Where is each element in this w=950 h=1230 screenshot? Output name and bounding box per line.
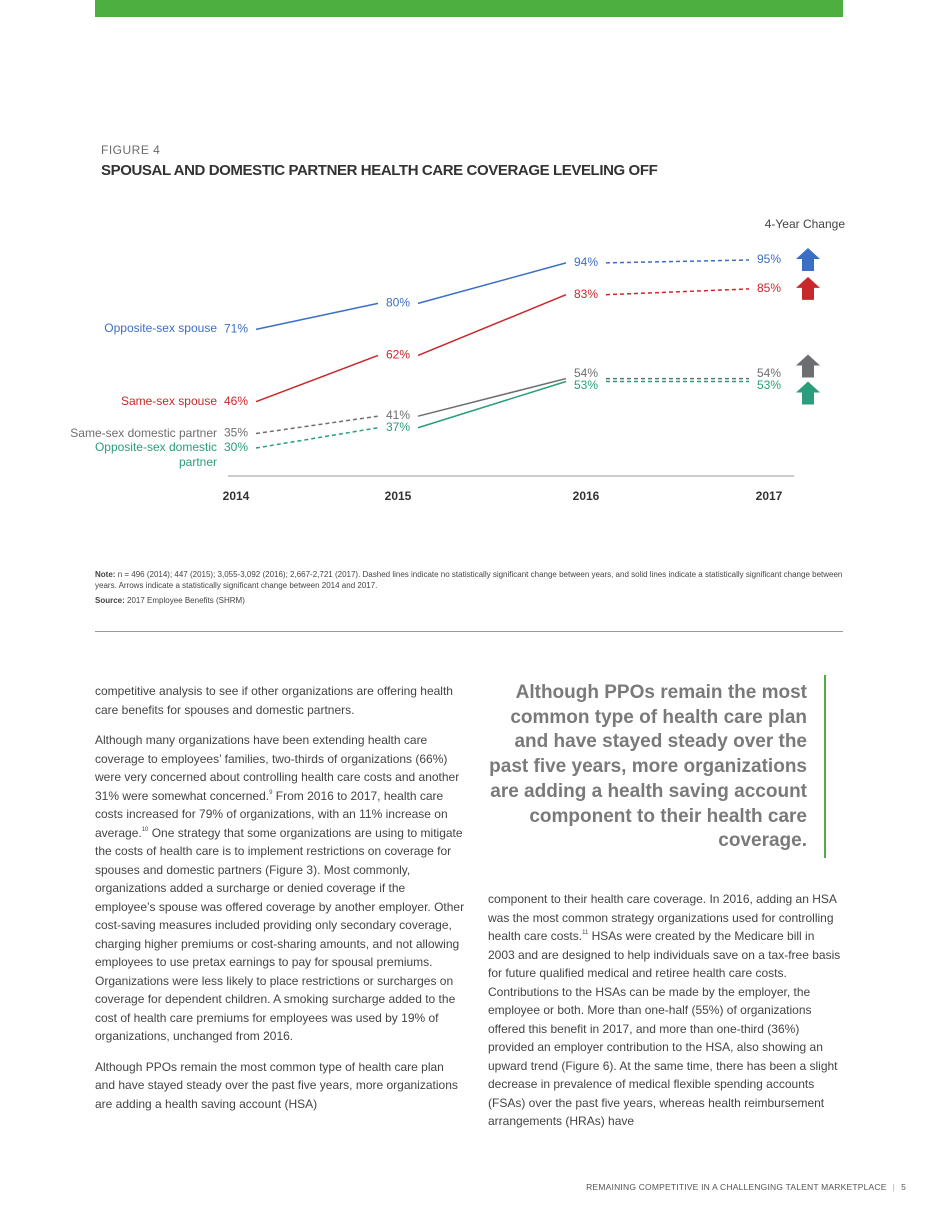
right-column: component to their health care coverage.…	[488, 890, 844, 1143]
text-run: Although many organizations have been ex…	[95, 733, 460, 803]
line-segment	[605, 259, 750, 264]
line-segment	[255, 302, 379, 331]
value-label: 35%	[224, 426, 248, 440]
legend-name: Same-sex domestic partner	[70, 425, 217, 440]
source: Source: 2017 Employee Benefits (SHRM)	[95, 596, 245, 605]
value-label: 80%	[386, 296, 410, 310]
text-run: From 2016 to 2017, health care costs inc…	[95, 788, 448, 840]
footnote-ref: 9	[269, 789, 273, 796]
text-run: component to their health care coverage.…	[488, 892, 837, 943]
paragraph: competitive analysis to see if other org…	[95, 682, 465, 719]
chart: FIGURE 4 SPOUSAL AND DOMESTIC PARTNER HE…	[101, 143, 846, 503]
line-segment	[417, 262, 567, 305]
legend-name: Same-sex spouse	[120, 393, 217, 408]
value-label: 37%	[386, 420, 410, 434]
page-number: 5	[901, 1182, 906, 1192]
x-tick-label: 2015	[385, 489, 412, 503]
change-arrow	[796, 381, 820, 405]
footer-title: REMAINING COMPETITIVE IN A CHALLENGING T…	[586, 1182, 887, 1192]
line-segment	[255, 354, 379, 403]
x-tick-label: 2016	[573, 489, 600, 503]
note-label: Note:	[95, 570, 116, 579]
change-arrow	[796, 276, 820, 300]
line-segment	[417, 380, 567, 429]
change-arrow	[796, 248, 820, 271]
note: Note: n = 496 (2014); 447 (2015); 3,055-…	[95, 570, 865, 591]
value-label: 41%	[386, 408, 410, 422]
legend-name: Opposite-sex domestic partner	[94, 440, 217, 469]
value-label: 83%	[574, 287, 598, 301]
value-label: 46%	[224, 394, 248, 408]
text-run: competitive analysis to see if other org…	[95, 684, 453, 717]
divider	[95, 631, 843, 632]
value-label: 30%	[224, 440, 248, 454]
value-label: 94%	[574, 255, 598, 269]
legend-name: Opposite-sex spouse	[104, 321, 217, 336]
value-label: 53%	[757, 378, 781, 392]
footnote-ref: 11	[582, 930, 589, 936]
x-tick-label: 2014	[223, 489, 250, 503]
paragraph: Although many organizations have been ex…	[95, 731, 465, 1046]
x-tick-label: 2017	[756, 489, 783, 503]
footnote-ref: 10	[141, 826, 149, 833]
value-label: 53%	[574, 378, 598, 392]
text-run: One strategy that some organizations are…	[95, 825, 465, 1044]
line-segment	[255, 427, 379, 449]
source-text: 2017 Employee Benefits (SHRM)	[127, 596, 245, 605]
left-column: competitive analysis to see if other org…	[95, 682, 465, 1125]
quote-rule	[824, 675, 826, 858]
value-label: 71%	[224, 322, 248, 336]
chart-title: SPOUSAL AND DOMESTIC PARTNER HEALTH CARE…	[101, 162, 658, 179]
line-segment	[417, 294, 567, 357]
value-label: 85%	[757, 281, 781, 295]
annotation: 4-Year Change	[765, 217, 846, 231]
paragraph: Although PPOs remain the most common typ…	[95, 1058, 465, 1114]
line-segment	[417, 377, 567, 417]
top-bar	[95, 0, 843, 17]
pull-quote: Although PPOs remain the most common typ…	[489, 682, 807, 852]
value-label: 62%	[386, 348, 410, 362]
source-label: Source:	[95, 596, 125, 605]
text-run: Although PPOs remain the most common typ…	[95, 1059, 458, 1111]
figure-label: FIGURE 4	[101, 143, 160, 157]
paragraph: component to their health care coverage.…	[488, 890, 844, 1131]
value-label: 95%	[757, 252, 781, 266]
value-label: 54%	[574, 366, 598, 380]
text-run: HSAs were created by the Medicare bill i…	[488, 929, 841, 1128]
change-arrow	[796, 354, 820, 378]
line-segment	[605, 288, 750, 296]
footer: REMAINING COMPETITIVE IN A CHALLENGING T…	[586, 1182, 906, 1192]
value-label: 54%	[757, 366, 781, 380]
note-text: n = 496 (2014); 447 (2015); 3,055-3,092 …	[95, 570, 843, 590]
